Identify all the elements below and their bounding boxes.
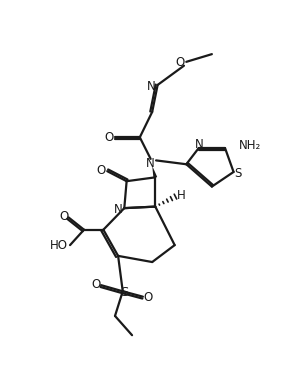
Text: N: N (195, 139, 204, 151)
Polygon shape (152, 166, 157, 178)
Text: O: O (91, 278, 100, 291)
Text: NH₂: NH₂ (239, 139, 261, 152)
Text: O: O (59, 210, 68, 223)
Text: O: O (176, 56, 185, 69)
Text: S: S (235, 167, 242, 180)
Text: O: O (96, 164, 106, 177)
Text: S: S (120, 286, 128, 298)
Text: O: O (144, 291, 153, 304)
Text: N: N (147, 80, 156, 93)
Text: O: O (104, 131, 113, 144)
Text: N: N (146, 157, 155, 170)
Text: H: H (176, 189, 185, 202)
Text: N: N (114, 203, 122, 216)
Text: HO: HO (50, 240, 68, 252)
